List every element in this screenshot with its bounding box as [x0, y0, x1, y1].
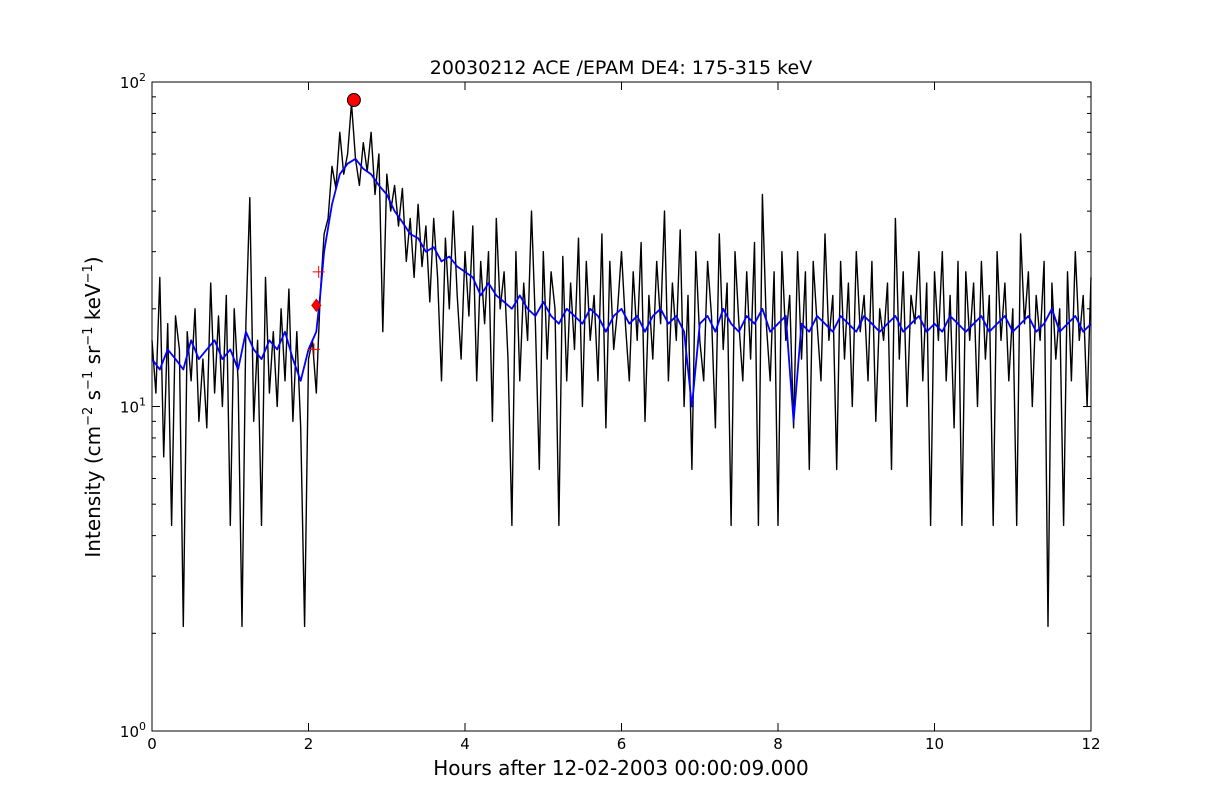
series-line-1	[151, 102, 1092, 628]
y-tick-label: 100	[120, 720, 146, 741]
y-axis-label: Intensity (cm−2 s−1 sr−1 keV−1)	[81, 256, 105, 557]
series-line-2	[151, 157, 1092, 423]
error-marker-3	[307, 343, 320, 356]
y-tick-label: 102	[120, 71, 146, 92]
peak-marker	[346, 93, 361, 108]
error-marker-2	[312, 265, 325, 278]
y-tick-label: 101	[120, 396, 146, 417]
onset-marker	[311, 298, 322, 313]
series-layer	[151, 102, 1092, 628]
x-tick-label: 10	[925, 735, 944, 753]
y-axis: 100 101 102	[120, 71, 1091, 741]
x-tick-label: 8	[773, 735, 783, 753]
chart-title: 20030212 ACE /EPAM DE4: 175-315 keV	[430, 57, 812, 79]
x-tick-label: 4	[460, 735, 470, 753]
marker-layer	[307, 93, 361, 356]
x-tick-label: 0	[147, 735, 157, 753]
x-tick-label: 6	[617, 735, 627, 753]
x-tick-label: 12	[1081, 735, 1100, 753]
x-tick-label: 2	[304, 735, 314, 753]
x-axis-label: Hours after 12-02-2003 00:00:09.000	[433, 756, 809, 780]
x-axis: 0 2 4 6 8 10 12	[147, 82, 1101, 753]
